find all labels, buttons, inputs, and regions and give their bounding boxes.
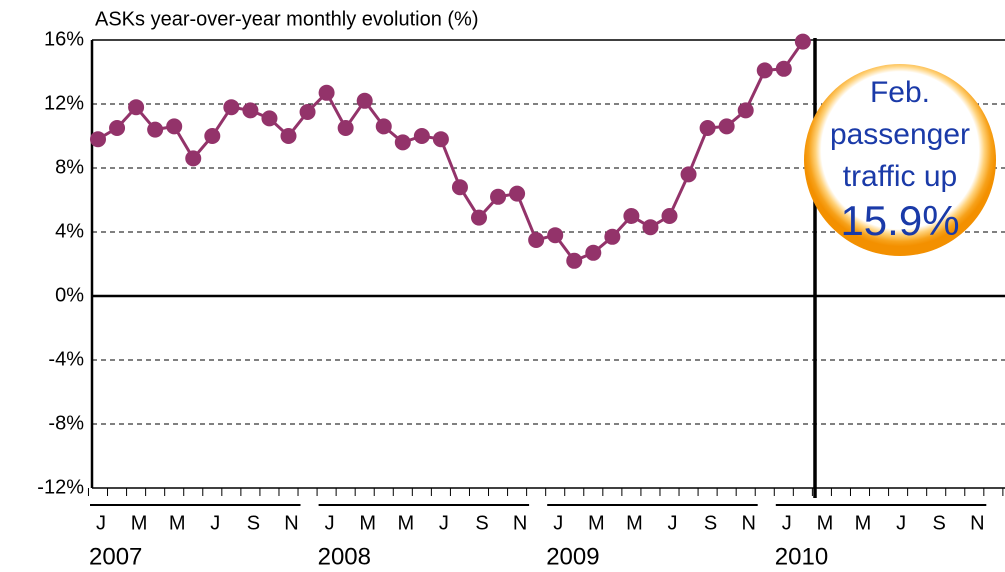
- data-point: [90, 131, 106, 148]
- data-point: [471, 209, 487, 226]
- y-tick-label: 4%: [55, 220, 84, 242]
- x-tick-label: M: [626, 512, 643, 534]
- x-tick-label: N: [970, 512, 984, 534]
- x-tick-label: M: [588, 512, 605, 534]
- data-point: [490, 188, 507, 205]
- data-point: [756, 62, 773, 79]
- x-tick-label: M: [817, 512, 834, 534]
- data-point: [356, 92, 373, 109]
- chart-title: ASKs year-over-year monthly evolution (%…: [95, 8, 478, 30]
- x-tick-label: S: [704, 512, 717, 534]
- data-point: [775, 60, 792, 77]
- y-tick-label: 12%: [44, 92, 84, 114]
- annotation-text: 15.9%: [840, 197, 959, 244]
- x-tick-label: J: [325, 512, 335, 534]
- annotation-text: passenger: [830, 118, 970, 151]
- data-point: [185, 150, 202, 167]
- data-point: [661, 208, 678, 224]
- annotation-text: traffic up: [843, 160, 958, 193]
- data-point: [547, 227, 564, 244]
- data-point: [413, 128, 430, 144]
- y-tick-label: -4%: [48, 348, 84, 370]
- data-point: [451, 179, 468, 196]
- x-tick-label: M: [131, 512, 148, 534]
- data-point: [794, 33, 811, 50]
- data-point: [680, 166, 697, 183]
- data-point: [299, 104, 316, 120]
- data-point: [737, 102, 754, 119]
- data-point: [432, 131, 449, 148]
- year-label: 2008: [318, 543, 371, 570]
- series-line: [97, 40, 805, 263]
- y-tick-label: -12%: [37, 476, 84, 498]
- data-point: [566, 252, 583, 269]
- data-point: [166, 118, 183, 135]
- y-tick-label: -8%: [48, 412, 84, 434]
- data-point: [128, 99, 145, 116]
- data-point: [394, 134, 411, 151]
- data-point: [509, 185, 526, 202]
- x-tick-label: J: [782, 512, 792, 534]
- y-tick-label: 0%: [55, 284, 84, 306]
- data-point: [623, 208, 640, 224]
- year-label: 2007: [89, 543, 142, 570]
- data-point: [718, 118, 735, 135]
- data-point: [318, 84, 335, 101]
- x-tick-label: M: [855, 512, 872, 534]
- x-tick-label: J: [439, 512, 449, 534]
- year-label: 2010: [775, 543, 828, 570]
- x-tick-label: M: [169, 512, 186, 534]
- year-label: 2009: [546, 543, 599, 570]
- x-tick-label: N: [513, 512, 527, 534]
- data-point: [604, 228, 621, 245]
- x-tick-label: J: [896, 512, 906, 534]
- data-point: [642, 219, 659, 236]
- x-tick-label: S: [933, 512, 946, 534]
- x-tick-label: J: [210, 512, 220, 534]
- x-tick-label: N: [284, 512, 298, 534]
- x-tick-label: M: [397, 512, 414, 534]
- x-tick-label: N: [741, 512, 755, 534]
- x-tick-label: S: [247, 512, 260, 534]
- annotation-text: Feb.: [870, 76, 930, 109]
- data-point: [109, 120, 126, 136]
- data-point: [699, 120, 716, 136]
- data-point: [375, 118, 392, 135]
- x-tick-label: S: [475, 512, 488, 534]
- data-point: [261, 110, 278, 127]
- data-point: [337, 120, 354, 136]
- data-point: [585, 244, 602, 261]
- x-tick-label: J: [668, 512, 678, 534]
- annotation-badge: [804, 64, 996, 256]
- data-point: [242, 102, 259, 119]
- x-tick-label: M: [359, 512, 376, 534]
- data-point: [147, 121, 164, 138]
- x-tick-label: J: [553, 512, 563, 534]
- data-point: [223, 99, 240, 116]
- x-tick-label: J: [96, 512, 106, 534]
- data-point: [280, 128, 297, 144]
- data-point: [528, 232, 545, 248]
- y-tick-label: 16%: [44, 28, 84, 50]
- data-point: [204, 128, 221, 144]
- y-tick-label: 8%: [55, 156, 84, 178]
